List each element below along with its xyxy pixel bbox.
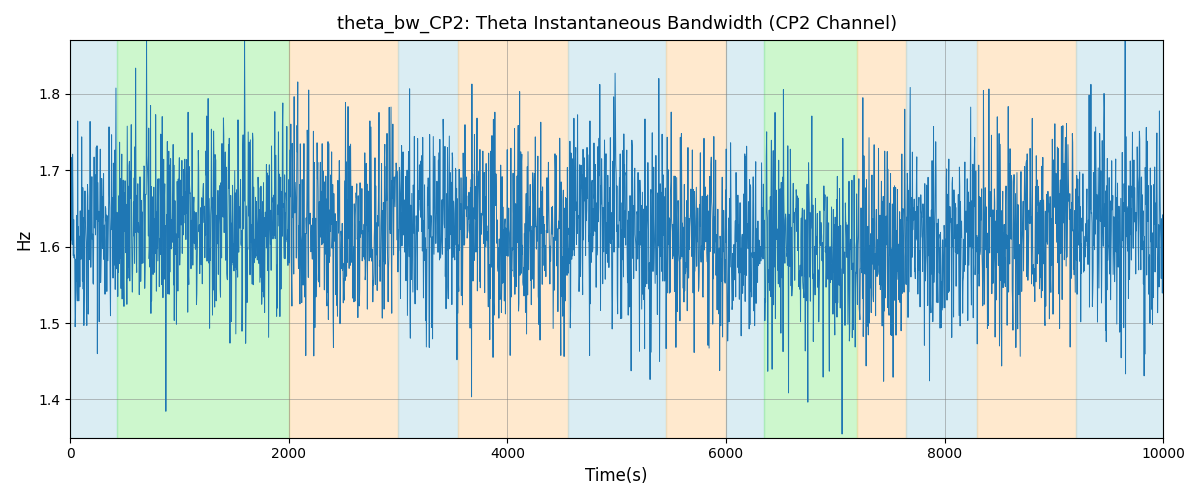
Bar	[1075, 40, 1163, 438]
Bar	[906, 40, 977, 438]
Bar	[857, 40, 906, 438]
Bar	[458, 40, 568, 438]
Bar	[398, 40, 458, 438]
Bar	[726, 40, 764, 438]
Title: theta_bw_CP2: Theta Instantaneous Bandwidth (CP2 Channel): theta_bw_CP2: Theta Instantaneous Bandwi…	[337, 15, 896, 34]
X-axis label: Time(s): Time(s)	[586, 467, 648, 485]
Bar	[764, 40, 857, 438]
Bar	[71, 40, 118, 438]
Y-axis label: Hz: Hz	[14, 228, 32, 250]
Bar	[568, 40, 666, 438]
Bar	[666, 40, 726, 438]
Bar	[977, 40, 1075, 438]
Bar	[289, 40, 398, 438]
Bar	[118, 40, 289, 438]
